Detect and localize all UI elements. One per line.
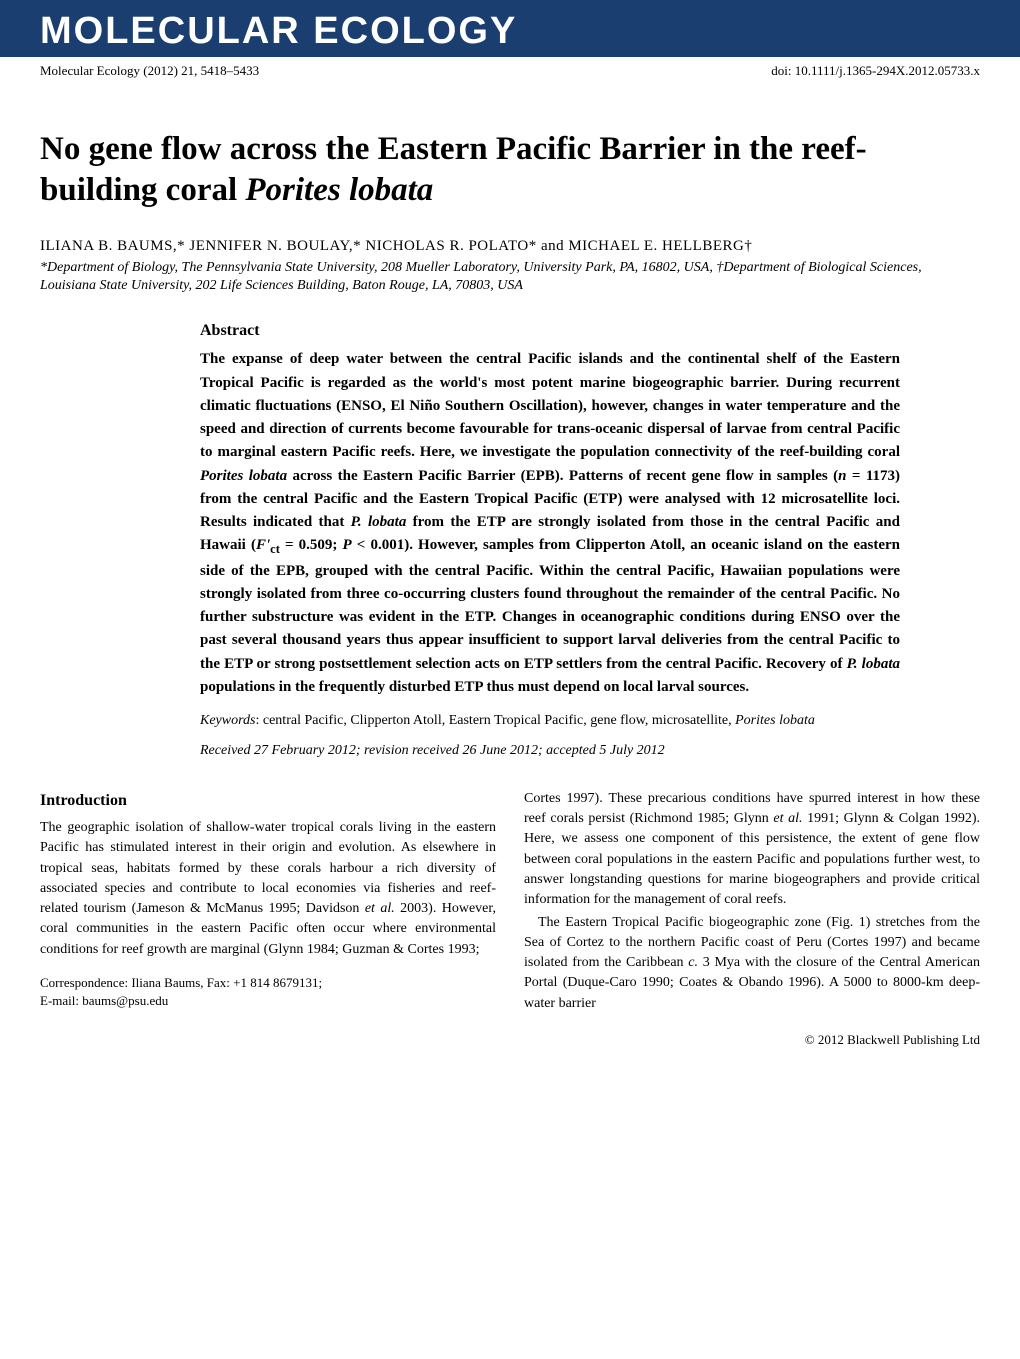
journal-title: MOLECULAR ECOLOGY	[0, 10, 1020, 53]
correspondence: Correspondence: Iliana Baums, Fax: +1 81…	[40, 960, 496, 1010]
right-column: Cortes 1997). These precarious condition…	[524, 789, 980, 1014]
abstract-p1: The expanse of deep water between the ce…	[200, 351, 900, 460]
keywords: Keywords: central Pacific, Clipperton At…	[0, 699, 1020, 731]
abstract-fstat: F'	[256, 537, 270, 553]
authors: ILIANA B. BAUMS,* JENNIFER N. BOULAY,* N…	[0, 220, 1020, 255]
intro-l-etal1: et al.	[365, 901, 395, 916]
journal-banner: MOLECULAR ECOLOGY	[0, 0, 1020, 57]
intro-right-p1: Cortes 1997). These precarious condition…	[524, 789, 980, 911]
abstract-sp1: Porites lobata	[200, 468, 287, 484]
meta-row: Molecular Ecology (2012) 21, 5418–5433 d…	[0, 57, 1020, 79]
affiliations: *Department of Biology, The Pennsylvania…	[0, 255, 1020, 297]
abstract-pval-i: P	[343, 537, 352, 553]
abstract-pval-t: < 0.001). However, samples from Clippert…	[200, 537, 900, 671]
keywords-species: Porites lobata	[735, 713, 815, 728]
received-line: Received 27 February 2012; revision rece…	[0, 731, 1020, 759]
correspondence-line1: Correspondence: Iliana Baums, Fax: +1 81…	[40, 974, 496, 992]
intro-r-etal1: et al.	[773, 811, 802, 826]
title-text: No gene flow across the Eastern Pacific …	[40, 131, 867, 208]
abstract-block: Abstract The expanse of deep water betwe…	[0, 296, 1020, 699]
correspondence-line2: E-mail: baums@psu.edu	[40, 992, 496, 1010]
abstract-p3b: = 0.509;	[280, 537, 343, 553]
left-column: Introduction The geographic isolation of…	[40, 789, 496, 1014]
intro-r-c: c.	[688, 955, 698, 970]
intro-heading: Introduction	[40, 789, 496, 812]
body-columns: Introduction The geographic isolation of…	[0, 759, 1020, 1014]
copyright-footer: © 2012 Blackwell Publishing Ltd	[0, 1014, 1020, 1068]
doi: doi: 10.1111/j.1365-294X.2012.05733.x	[771, 63, 980, 79]
abstract-p2: across the Eastern Pacific Barrier (EPB)…	[287, 468, 838, 484]
keywords-text: : central Pacific, Clipperton Atoll, Eas…	[255, 713, 735, 728]
abstract-body: The expanse of deep water between the ce…	[200, 348, 900, 699]
abstract-p4: populations in the frequently disturbed …	[200, 679, 749, 695]
intro-right-p2: The Eastern Tropical Pacific biogeograph…	[524, 913, 980, 1014]
abstract-heading: Abstract	[200, 322, 900, 340]
citation-left: Molecular Ecology (2012) 21, 5418–5433	[40, 63, 259, 79]
keywords-label: Keywords	[200, 713, 255, 728]
abstract-sp3: P. lobata	[847, 656, 900, 672]
title-species: Porites lobata	[245, 172, 433, 208]
article-title: No gene flow across the Eastern Pacific …	[0, 79, 1020, 220]
abstract-fsub: ct	[270, 542, 280, 556]
intro-left-para: The geographic isolation of shallow-wate…	[40, 818, 496, 960]
abstract-sp2: P. lobata	[351, 514, 407, 530]
